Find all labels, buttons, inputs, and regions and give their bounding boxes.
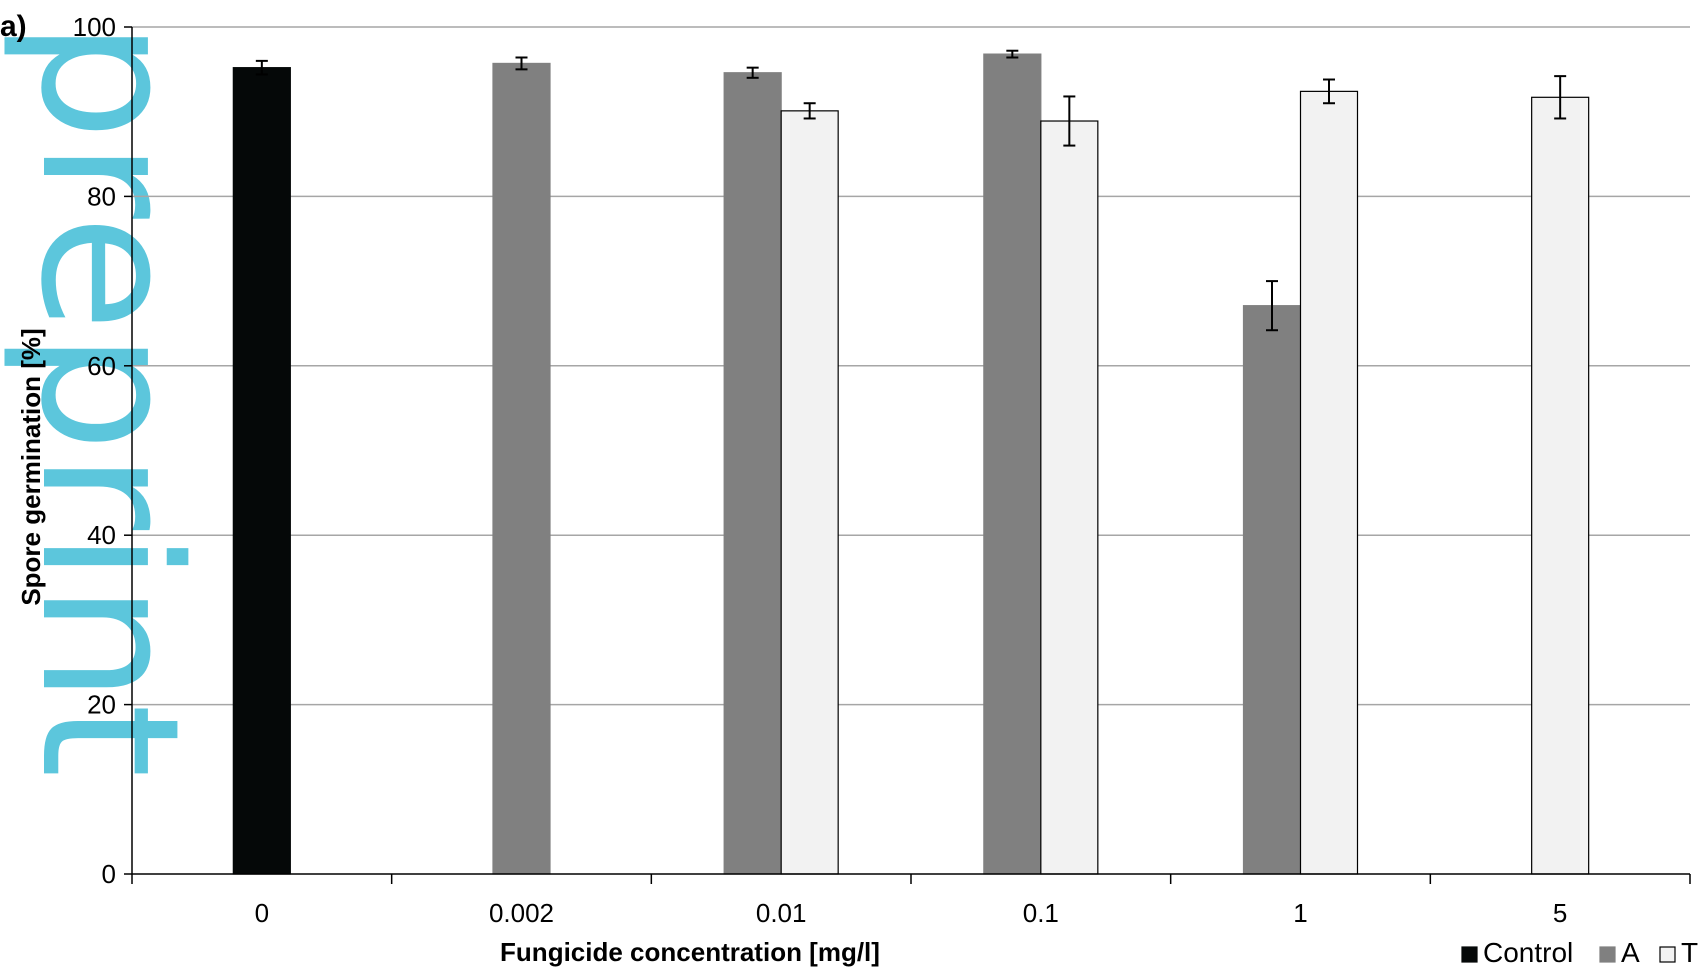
legend: Control A T [1461,937,1698,968]
x-tick-label: 0.002 [489,898,554,928]
legend-label-t: T [1681,937,1698,968]
legend-label-a: A [1621,937,1640,968]
x-tick-label: 5 [1553,898,1567,928]
y-tick-label: 60 [87,351,116,381]
error-bars [255,49,1567,332]
y-tick-label: 20 [87,690,116,720]
bar-a-1 [1242,305,1302,875]
bar-a-0.002 [492,62,551,875]
legend-label-control: Control [1483,937,1573,968]
y-tick-label: 80 [87,181,116,211]
gridlines [132,26,1690,706]
bar-a-0.01 [723,72,782,875]
x-tick-label: 0.01 [756,898,807,928]
x-tick-label: 1 [1293,898,1307,928]
y-tick-label: 100 [73,12,116,42]
x-axis-title: Fungicide concentration [mg/l] [500,937,880,967]
watermark-text: preprint [0,20,220,778]
x-tick-label: 0 [255,898,269,928]
panel-label: a) [0,10,27,43]
bar-t-1 [1299,90,1359,875]
y-axis-title: Spore germination [%] [16,328,46,605]
bar-t-5 [1531,96,1590,875]
y-tick-labels: 0 20 40 60 80 100 [73,12,116,889]
legend-swatch-t [1659,946,1676,963]
y-tick-label: 0 [102,859,116,889]
x-tick-labels: 0 0.002 0.01 0.1 1 5 [255,898,1568,928]
bar-a-0.1 [983,53,1042,875]
bar-t-0.01 [780,110,839,875]
bars [232,53,1590,875]
bar-t-0.1 [1040,120,1099,875]
legend-swatch-a [1599,946,1616,963]
axes [124,26,1691,884]
watermark: preprint [0,20,220,778]
legend-swatch-control [1461,946,1478,963]
x-tick-label: 0.1 [1023,898,1059,928]
y-tick-label: 40 [87,520,116,550]
bar-control-0 [232,67,291,875]
